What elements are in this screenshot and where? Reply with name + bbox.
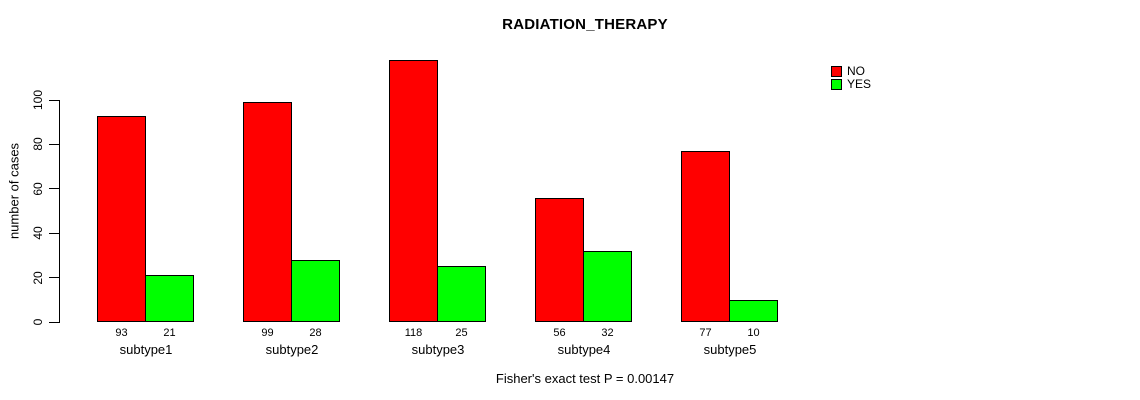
legend-swatch-no	[831, 66, 842, 77]
category-label: subtype2	[265, 342, 319, 357]
bar-value-label: 21	[163, 327, 176, 339]
y-tick-mark	[49, 143, 59, 145]
bar-no	[97, 116, 146, 322]
bar-value-label: 25	[455, 327, 468, 339]
bar-value-label: 99	[261, 327, 274, 339]
y-axis-line	[59, 100, 60, 323]
bar-yes	[583, 251, 632, 322]
y-tick-label: 0	[31, 318, 45, 326]
chart-title: RADIATION_THERAPY	[502, 16, 668, 33]
caption-text: Fisher's exact test P = 0.00147	[495, 371, 675, 386]
category-label: subtype4	[557, 342, 611, 357]
y-tick-mark	[49, 99, 59, 101]
category-label: subtype5	[703, 342, 757, 357]
bar-no	[243, 102, 292, 322]
category-label: subtype1	[119, 342, 173, 357]
y-tick-label: 20	[31, 270, 45, 285]
y-axis-title: number of cases	[6, 142, 22, 240]
bar-value-label: 28	[309, 327, 322, 339]
bar-yes	[729, 300, 778, 322]
bar-value-label: 93	[115, 327, 128, 339]
y-tick-mark	[49, 232, 59, 234]
bar-value-label: 118	[404, 327, 423, 339]
y-tick-mark	[49, 277, 59, 279]
bar-value-label: 10	[747, 327, 760, 339]
y-tick-label: 100	[31, 89, 45, 111]
legend-label: YES	[847, 77, 872, 91]
bar-value-label: 56	[553, 327, 566, 339]
bar-value-label: 77	[699, 327, 712, 339]
bar-yes	[437, 266, 486, 322]
bar-yes	[291, 260, 340, 322]
bar-no	[535, 198, 584, 322]
y-tick-mark	[49, 188, 59, 190]
y-tick-label: 60	[31, 182, 45, 196]
bar-value-label: 32	[601, 327, 614, 339]
bar-no	[681, 151, 730, 322]
y-tick-label: 80	[31, 137, 45, 152]
bar-no	[389, 60, 438, 322]
category-label: subtype3	[411, 342, 465, 357]
bar-yes	[145, 275, 194, 322]
y-tick-mark	[49, 321, 59, 323]
legend-label: NO	[847, 64, 865, 78]
y-tick-label: 40	[31, 226, 45, 240]
legend-swatch-yes	[831, 79, 842, 90]
